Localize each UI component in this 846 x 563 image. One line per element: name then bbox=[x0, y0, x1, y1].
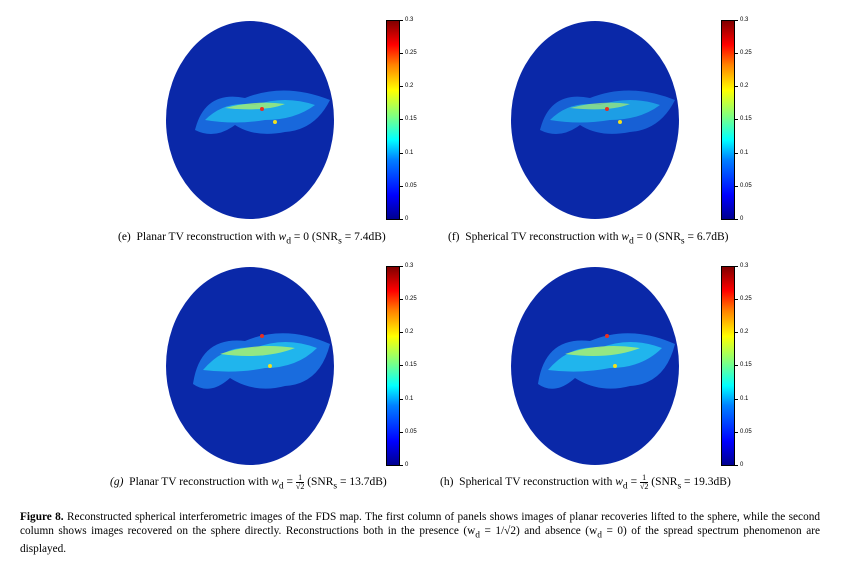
tick-label: 0.25 bbox=[400, 50, 417, 56]
tick-label: 0 bbox=[399, 462, 409, 468]
colorbar-g bbox=[386, 266, 400, 466]
sky-map-g bbox=[166, 267, 334, 465]
figure-caption-end: = 0) of the spread spectrum phenomenon a… bbox=[20, 525, 820, 556]
caption-h: (h) Spherical TV reconstruction with wd … bbox=[440, 473, 731, 492]
caption-f: (f) Spherical TV reconstruction with wd … bbox=[448, 231, 729, 247]
tick-label: 0.3 bbox=[399, 263, 414, 269]
sky-map-h bbox=[511, 267, 679, 465]
figure-caption-mid: = 1/√2) and absence (w bbox=[479, 525, 598, 537]
tick-label: 0.05 bbox=[735, 429, 752, 435]
tick-label: 0.2 bbox=[399, 329, 414, 335]
figure-caption-text: Reconstructed spherical interferometric … bbox=[20, 511, 821, 537]
figure-caption: Figure 8. Reconstructed spherical interf… bbox=[20, 511, 821, 556]
caption-e: (e) Planar TV reconstruction with wd = 0… bbox=[118, 231, 386, 247]
tick-label: 0.05 bbox=[400, 429, 417, 435]
figure-label: Figure 8. bbox=[20, 511, 64, 523]
tick-label: 0.15 bbox=[400, 116, 417, 122]
tick-label: 0 bbox=[734, 462, 744, 468]
tick-label: 0.2 bbox=[399, 83, 414, 89]
tick-label: 0.2 bbox=[734, 83, 749, 89]
tick-label: 0.25 bbox=[735, 296, 752, 302]
colorbar-h bbox=[721, 266, 735, 466]
tick-label: 0.15 bbox=[735, 362, 752, 368]
caption-g: (g) Planar TV reconstruction with wd = 1… bbox=[110, 473, 387, 492]
tick-label: 0.3 bbox=[734, 17, 749, 23]
tick-label: 0.1 bbox=[734, 150, 749, 156]
sky-map-f bbox=[511, 21, 679, 219]
tick-label: 0.3 bbox=[734, 263, 749, 269]
tick-label: 0.15 bbox=[400, 362, 417, 368]
tick-label: 0.2 bbox=[734, 329, 749, 335]
tick-label: 0 bbox=[734, 216, 744, 222]
tick-label: 0.25 bbox=[400, 296, 417, 302]
tick-label: 0.25 bbox=[735, 50, 752, 56]
tick-label: 0.05 bbox=[400, 183, 417, 189]
fraction-1-sqrt2: 1 √2 bbox=[295, 473, 305, 491]
tick-label: 0.1 bbox=[734, 396, 749, 402]
tick-label: 0 bbox=[399, 216, 409, 222]
sky-map-e bbox=[166, 21, 334, 219]
colorbar-e bbox=[386, 20, 400, 220]
tick-label: 0.1 bbox=[399, 150, 414, 156]
tick-label: 0.1 bbox=[399, 396, 414, 402]
colorbar-f bbox=[721, 20, 735, 220]
tick-label: 0.3 bbox=[399, 17, 414, 23]
tick-label: 0.15 bbox=[735, 116, 752, 122]
fraction-1-sqrt2: 1 √2 bbox=[639, 473, 649, 491]
tick-label: 0.05 bbox=[735, 183, 752, 189]
